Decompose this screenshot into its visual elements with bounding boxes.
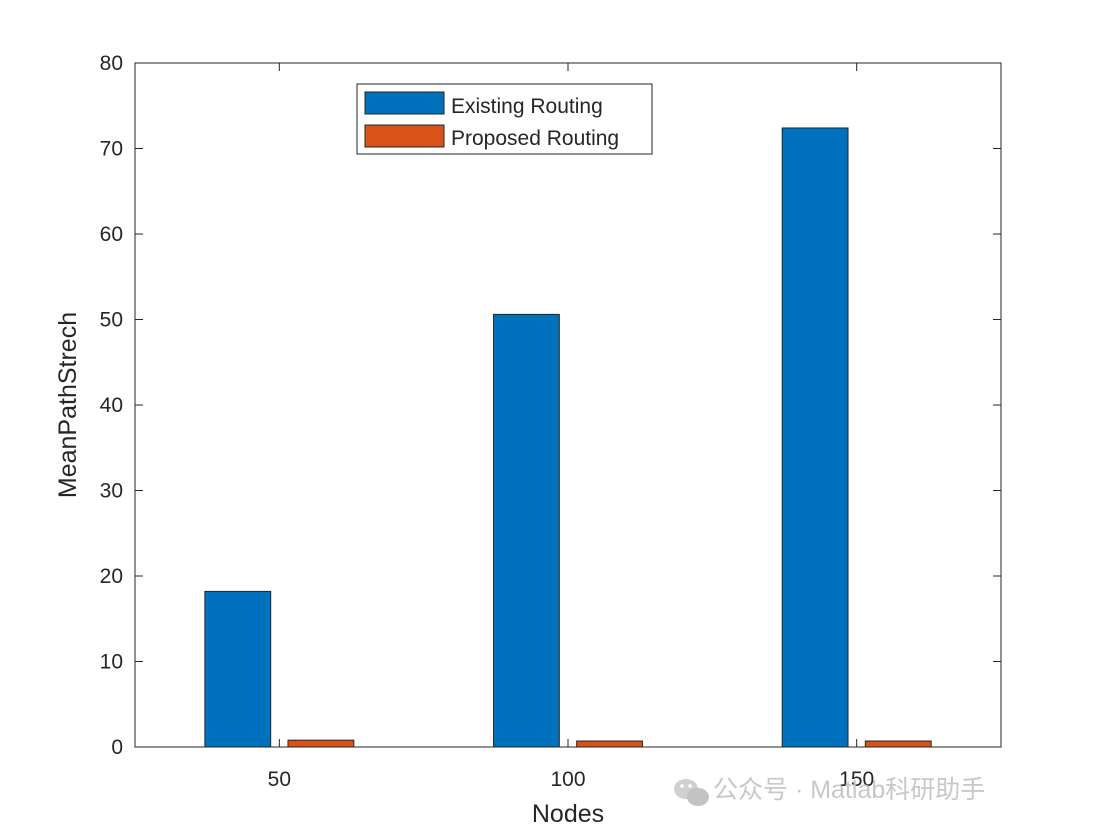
bar-proposed-routing-50[interactable] [287, 739, 355, 748]
y-tick-label: 0 [111, 736, 123, 759]
y-tick-label: 30 [100, 480, 123, 503]
y-tick-label: 40 [100, 394, 123, 417]
legend-label-existing: Existing Routing [451, 95, 603, 118]
wechat-icon [674, 779, 709, 806]
y-tick-label: 70 [100, 138, 123, 161]
legend-swatch-proposed [364, 124, 445, 148]
x-tick-label: 50 [268, 768, 291, 791]
y-axis-title: MeanPathStrech [54, 312, 82, 498]
legend[interactable]: Existing Routing Proposed Routing [356, 83, 653, 155]
bars-layer [204, 127, 932, 748]
legend-swatch-existing [364, 91, 445, 115]
y-tick-label: 20 [100, 565, 123, 588]
y-tick-label: 50 [100, 309, 123, 332]
bar-existing-routing-50[interactable] [204, 590, 272, 748]
x-axis-title: Nodes [532, 800, 604, 828]
bar-existing-routing-150[interactable] [781, 127, 849, 748]
bar-proposed-routing-100[interactable] [576, 740, 643, 748]
y-tick-label: 60 [100, 223, 123, 246]
watermark: 公众号 · Matlab科研助手 [674, 776, 985, 806]
x-tick-label: 100 [550, 768, 585, 791]
x-tick-label: 150 [839, 768, 874, 791]
watermark-text: 公众号 · Matlab科研助手 [713, 776, 985, 804]
ticks-layer: 0 10 20 30 40 50 60 70 80 50 100 150 [100, 52, 1001, 791]
legend-label-proposed: Proposed Routing [451, 127, 619, 150]
y-tick-label: 80 [100, 52, 123, 75]
bar-existing-routing-100[interactable] [493, 313, 560, 748]
bar-proposed-routing-150[interactable] [864, 740, 932, 748]
y-tick-label: 10 [100, 651, 123, 674]
